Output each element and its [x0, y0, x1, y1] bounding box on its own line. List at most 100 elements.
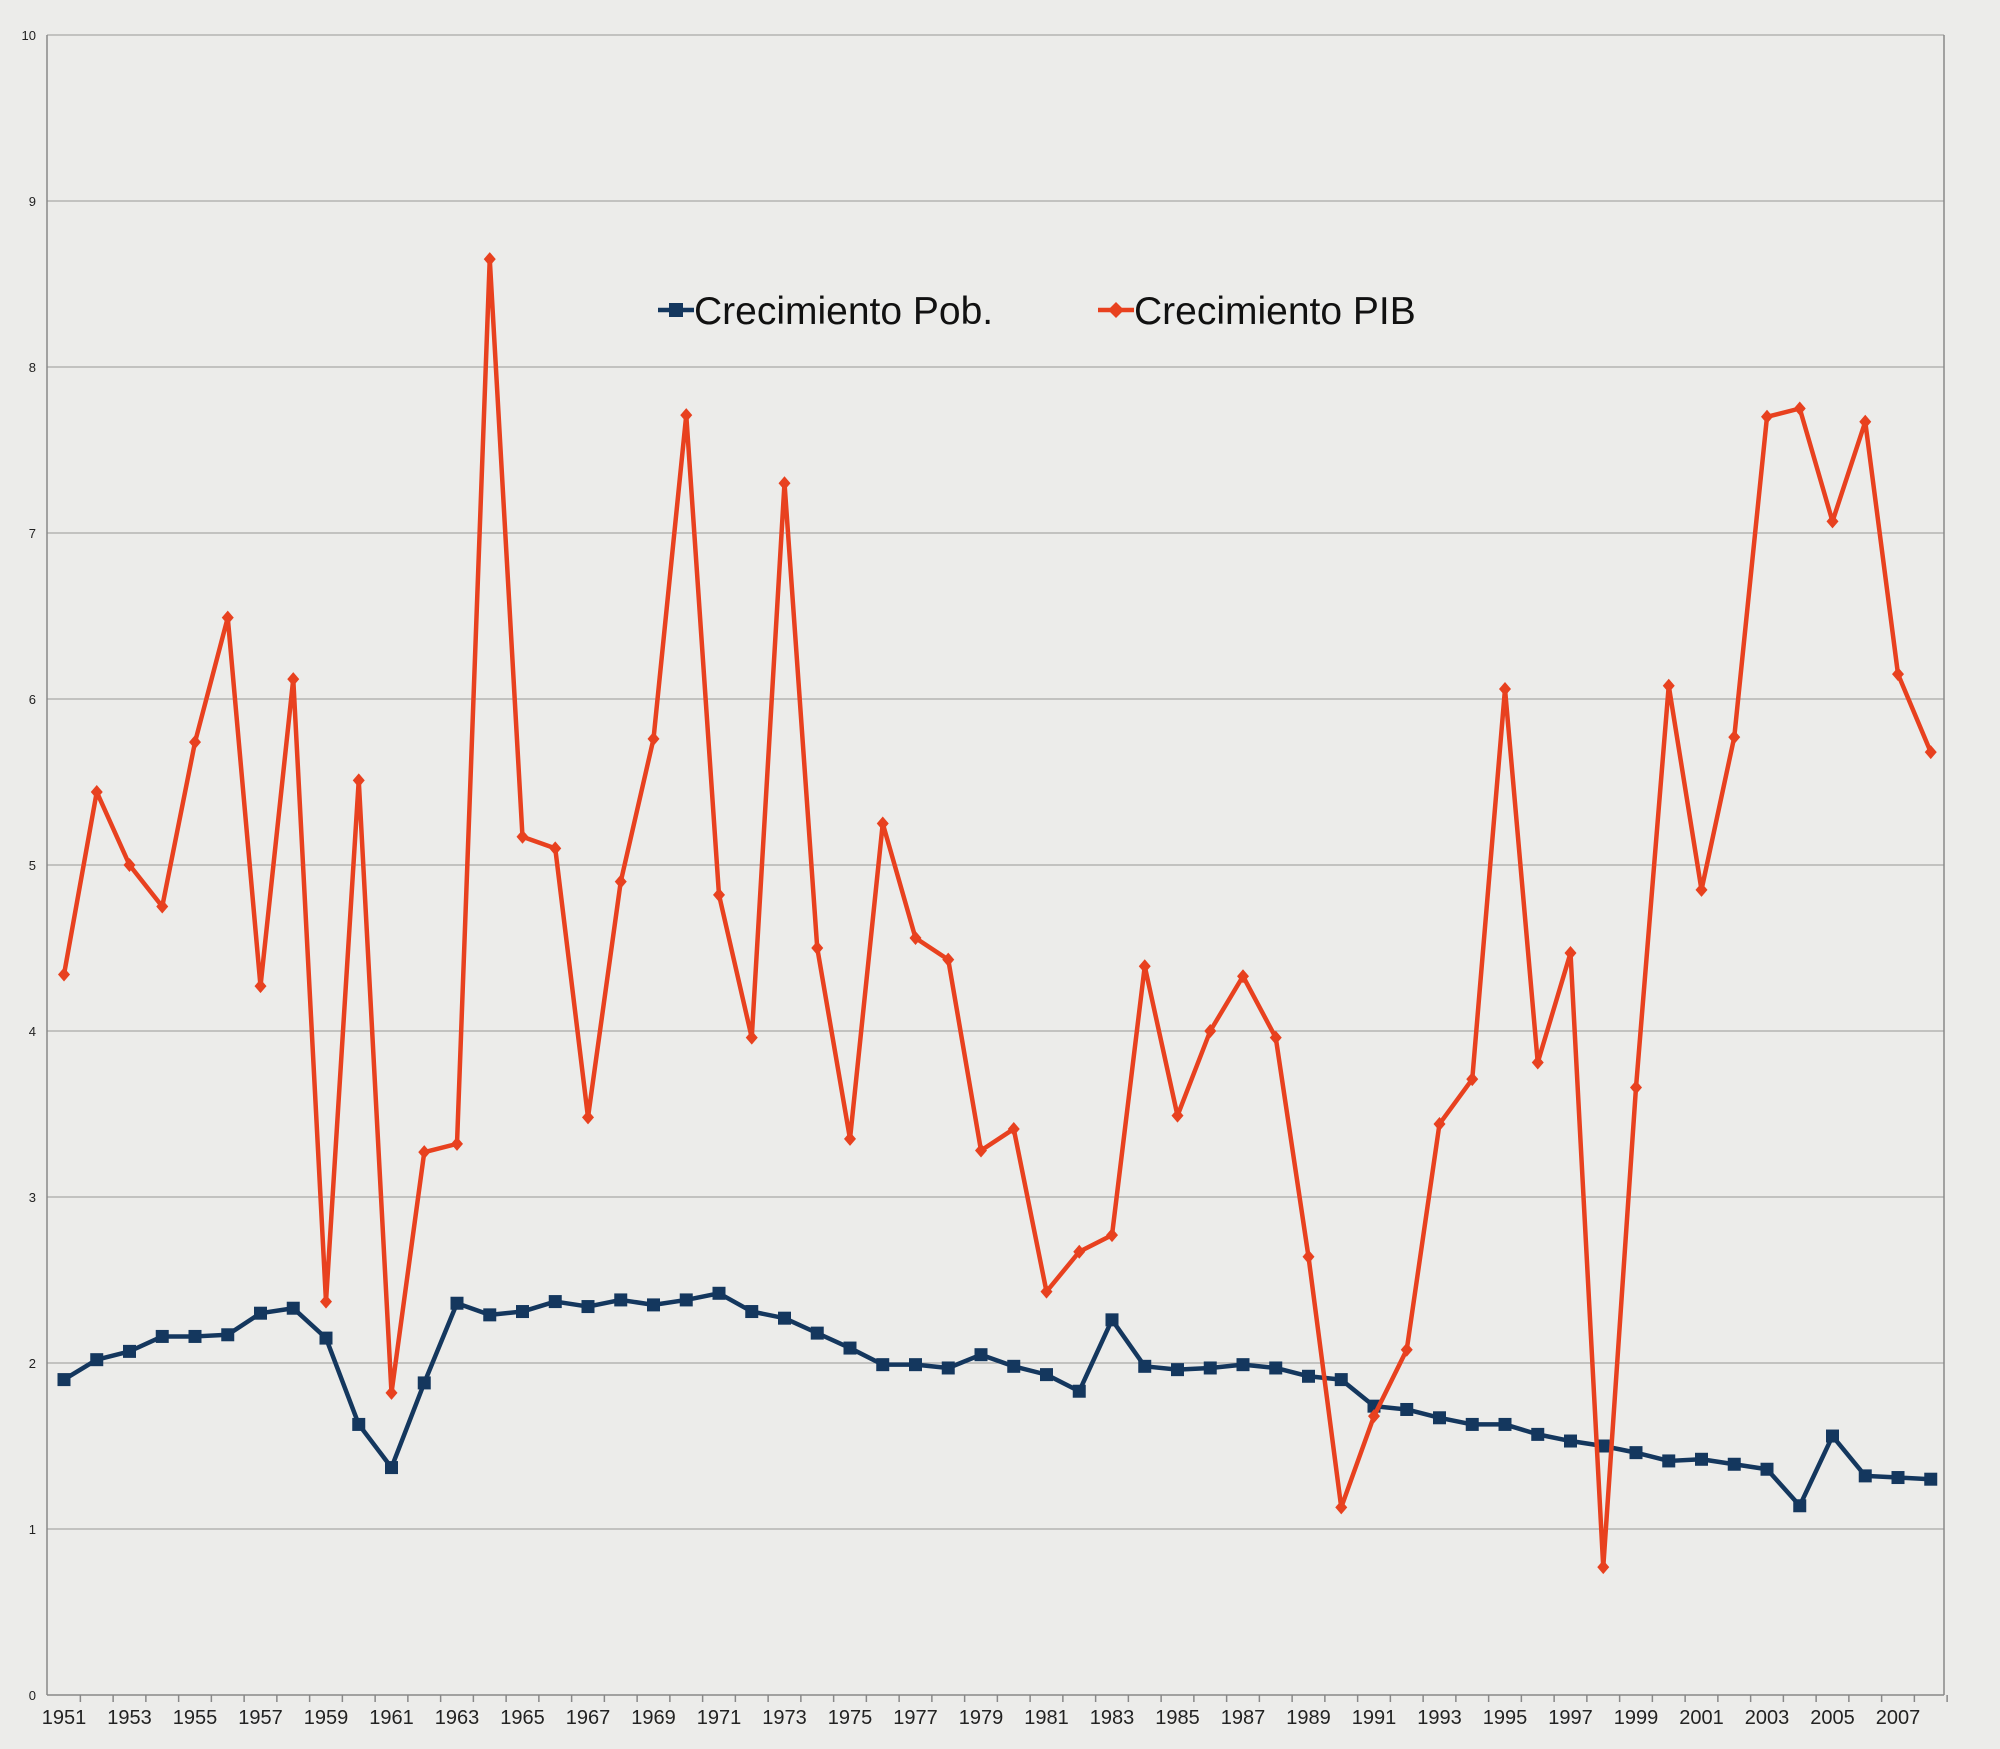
data-point: [451, 1136, 463, 1151]
data-point: [1760, 1462, 1774, 1476]
data-point: [1302, 1249, 1315, 1264]
data-point: [1106, 1228, 1118, 1243]
data-point: [1727, 1457, 1741, 1471]
data-point: [1040, 1284, 1053, 1299]
gridlines: [47, 34, 1944, 1530]
data-point: [614, 874, 627, 889]
y-tick-label: 5: [29, 858, 36, 873]
y-tick-label: 10: [22, 28, 36, 43]
data-point: [1695, 1452, 1708, 1466]
data-point: [712, 1286, 726, 1300]
data-point: [1892, 667, 1904, 682]
data-point: [1826, 1429, 1839, 1443]
y-tick-label: 3: [29, 1190, 36, 1205]
data-point: [1171, 1108, 1184, 1123]
data-point: [254, 979, 267, 994]
data-point: [417, 1376, 431, 1390]
data-point: [843, 1341, 857, 1355]
data-point: [320, 1294, 332, 1309]
data-point: [57, 1373, 71, 1387]
x-tick-label: 1993: [1417, 1707, 1462, 1729]
data-point: [1630, 1080, 1642, 1095]
x-tick-label: 1969: [631, 1707, 676, 1729]
series-pib: [58, 252, 1937, 1575]
data-point: [778, 476, 791, 491]
data-point: [1924, 1472, 1938, 1486]
data-point: [385, 1461, 398, 1475]
data-point: [352, 1417, 366, 1431]
x-tick-label: 1973: [762, 1707, 807, 1729]
x-tick-label: 1971: [697, 1707, 742, 1729]
data-point: [549, 841, 562, 856]
x-tick-label: 1981: [1024, 1707, 1069, 1729]
data-point: [1793, 1499, 1807, 1513]
data-point: [1040, 1368, 1053, 1382]
x-tick-label: 1951: [42, 1707, 87, 1729]
data-point: [483, 1308, 497, 1322]
x-axis-tick-labels: 1951 1953 1955 1957 1959 1961 1963 1965 1967 1969…: [42, 1707, 1921, 1729]
series-line: [62, 1291, 1931, 1509]
data-point: [1728, 730, 1741, 745]
data-point: [942, 952, 955, 967]
x-tick-label: 1997: [1548, 1707, 1593, 1729]
data-point: [1400, 1402, 1414, 1416]
x-tick-label: 1983: [1090, 1707, 1135, 1729]
data-point: [975, 1143, 987, 1158]
data-point: [1335, 1500, 1348, 1515]
data-point: [1007, 1359, 1021, 1373]
data-point: [581, 1300, 595, 1314]
data-point: [1531, 1055, 1544, 1070]
data-point: [745, 1305, 759, 1319]
data-point: [1302, 1369, 1315, 1383]
data-point: [1498, 1417, 1512, 1431]
data-point: [1204, 1024, 1217, 1038]
data-point: [1564, 1434, 1577, 1448]
data-point: [1072, 1384, 1086, 1398]
data-point: [1629, 1446, 1643, 1460]
data-point: [221, 610, 234, 625]
data-point: [1891, 1471, 1905, 1485]
axes: [46, 35, 1948, 1702]
data-point: [286, 1301, 300, 1315]
data-point: [810, 1326, 824, 1340]
x-tick-label: 1963: [435, 1707, 480, 1729]
x-tick-label: 2007: [1876, 1707, 1921, 1729]
data-point: [1433, 1411, 1446, 1425]
data-point: [713, 887, 725, 902]
data-point: [319, 1331, 333, 1345]
data-point: [450, 1296, 464, 1310]
x-tick-label: 1979: [959, 1707, 1004, 1729]
legend: Crecimiento Pob. Crecimiento PIB: [658, 290, 1416, 333]
x-tick-label: 1999: [1614, 1707, 1659, 1729]
data-point: [385, 1385, 398, 1400]
data-point: [1007, 1121, 1020, 1136]
data-point: [516, 829, 529, 844]
series-pob: [57, 1286, 1938, 1513]
data-point: [1793, 401, 1806, 416]
data-point: [483, 252, 496, 267]
legend-label-pob: Crecimiento Pob.: [694, 290, 993, 333]
data-point: [811, 941, 824, 955]
x-tick-label: 1965: [500, 1707, 545, 1729]
data-point: [1171, 1363, 1184, 1377]
data-point: [1499, 682, 1511, 697]
x-tick-label: 2001: [1679, 1707, 1724, 1729]
x-tick-label: 1961: [369, 1707, 414, 1729]
data-point: [221, 1328, 235, 1342]
data-point: [1761, 409, 1773, 424]
x-tick-label: 1977: [893, 1707, 938, 1729]
data-point: [418, 1145, 431, 1160]
y-axis-tick-labels: 0 1 2 3 4 5 6 7 8 9 10: [22, 28, 36, 1703]
y-tick-label: 1: [29, 1522, 36, 1537]
data-point: [352, 773, 365, 788]
x-tick-label: 1985: [1155, 1707, 1200, 1729]
x-tick-label: 1995: [1483, 1707, 1528, 1729]
data-point: [1138, 959, 1151, 974]
data-point: [548, 1295, 562, 1309]
data-point: [516, 1305, 529, 1319]
y-tick-label: 0: [29, 1688, 36, 1703]
data-point: [58, 967, 70, 982]
data-point: [909, 1358, 922, 1372]
data-point: [647, 1298, 660, 1312]
data-point: [90, 1353, 104, 1367]
